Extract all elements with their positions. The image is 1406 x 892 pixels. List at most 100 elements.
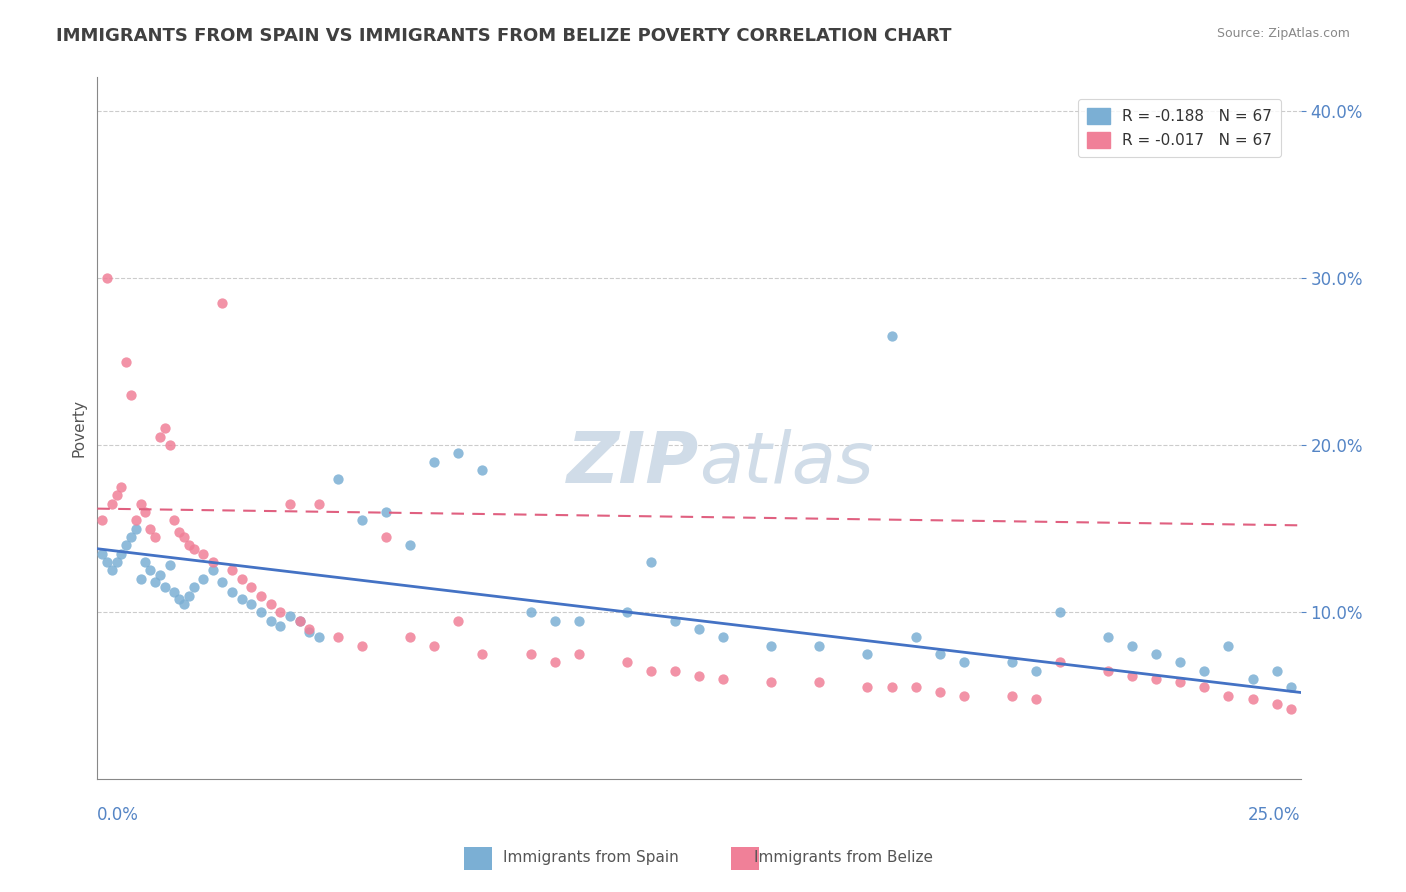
Point [201,555,224,569]
Point [352,639,374,653]
Point [250,589,273,603]
Point [173,597,195,611]
Point [543,656,565,670]
Point [153,580,176,594]
Point [1144,672,1167,686]
Point [352,513,374,527]
Point [808,639,831,653]
Point [105,488,128,502]
Point [326,471,349,485]
Point [221,564,243,578]
Point [375,530,398,544]
Point [1218,639,1240,653]
Point [664,664,686,678]
Point [193,547,215,561]
Legend: R = -0.188   N = 67, R = -0.017   N = 67: R = -0.188 N = 67, R = -0.017 N = 67 [1077,99,1281,157]
Point [105,555,128,569]
Point [125,513,148,527]
Point [904,681,927,695]
Point [240,597,263,611]
Point [664,614,686,628]
Point [149,568,172,582]
Point [447,614,470,628]
Point [110,480,132,494]
Point [120,530,142,544]
Point [1241,692,1264,706]
Point [568,614,591,628]
Text: Source: ZipAtlas.com: Source: ZipAtlas.com [1216,27,1350,40]
Point [640,664,662,678]
Point [856,647,879,661]
Text: Immigrants from Belize: Immigrants from Belize [754,850,934,865]
Point [153,421,176,435]
Point [399,538,422,552]
Point [1144,647,1167,661]
Point [1001,656,1024,670]
Text: 25.0%: 25.0% [1249,806,1301,824]
Point [201,564,224,578]
Point [928,685,950,699]
Point [1194,664,1216,678]
Point [880,329,903,343]
Point [96,271,118,285]
Point [711,672,734,686]
Point [952,689,974,703]
Point [177,538,200,552]
Point [221,585,243,599]
Point [543,614,565,628]
Point [1279,702,1302,716]
Point [1121,639,1143,653]
Point [91,547,114,561]
Text: Immigrants from Spain: Immigrants from Spain [503,850,678,865]
Point [259,614,281,628]
Point [1168,656,1191,670]
Point [101,497,124,511]
Point [143,575,166,590]
Point [96,555,118,569]
Point [110,547,132,561]
Point [688,622,710,636]
Point [139,522,162,536]
Text: 0.0%: 0.0% [97,806,139,824]
Point [1241,672,1264,686]
Point [278,608,301,623]
Point [519,605,541,619]
Point [375,505,398,519]
Point [640,555,662,569]
Point [808,675,831,690]
Point [308,630,330,644]
Point [471,647,494,661]
Point [1097,630,1119,644]
Point [288,614,311,628]
Point [1194,681,1216,695]
Point [399,630,422,644]
Point [269,605,291,619]
Point [952,656,974,670]
Point [308,497,330,511]
Point [269,618,291,632]
Text: atlas: atlas [699,429,873,498]
Point [423,639,446,653]
Point [91,513,114,527]
Point [1049,605,1071,619]
Point [761,675,783,690]
Point [163,513,186,527]
Point [616,605,638,619]
Point [1279,681,1302,695]
Point [298,625,321,640]
Point [120,388,142,402]
Point [904,630,927,644]
Point [167,591,190,606]
Point [250,605,273,619]
Y-axis label: Poverty: Poverty [72,400,86,458]
Point [688,669,710,683]
Point [129,497,152,511]
Point [143,530,166,544]
Point [298,622,321,636]
Point [163,585,186,599]
Point [259,597,281,611]
Point [1121,669,1143,683]
Point [129,572,152,586]
Point [159,558,181,573]
Point [177,589,200,603]
